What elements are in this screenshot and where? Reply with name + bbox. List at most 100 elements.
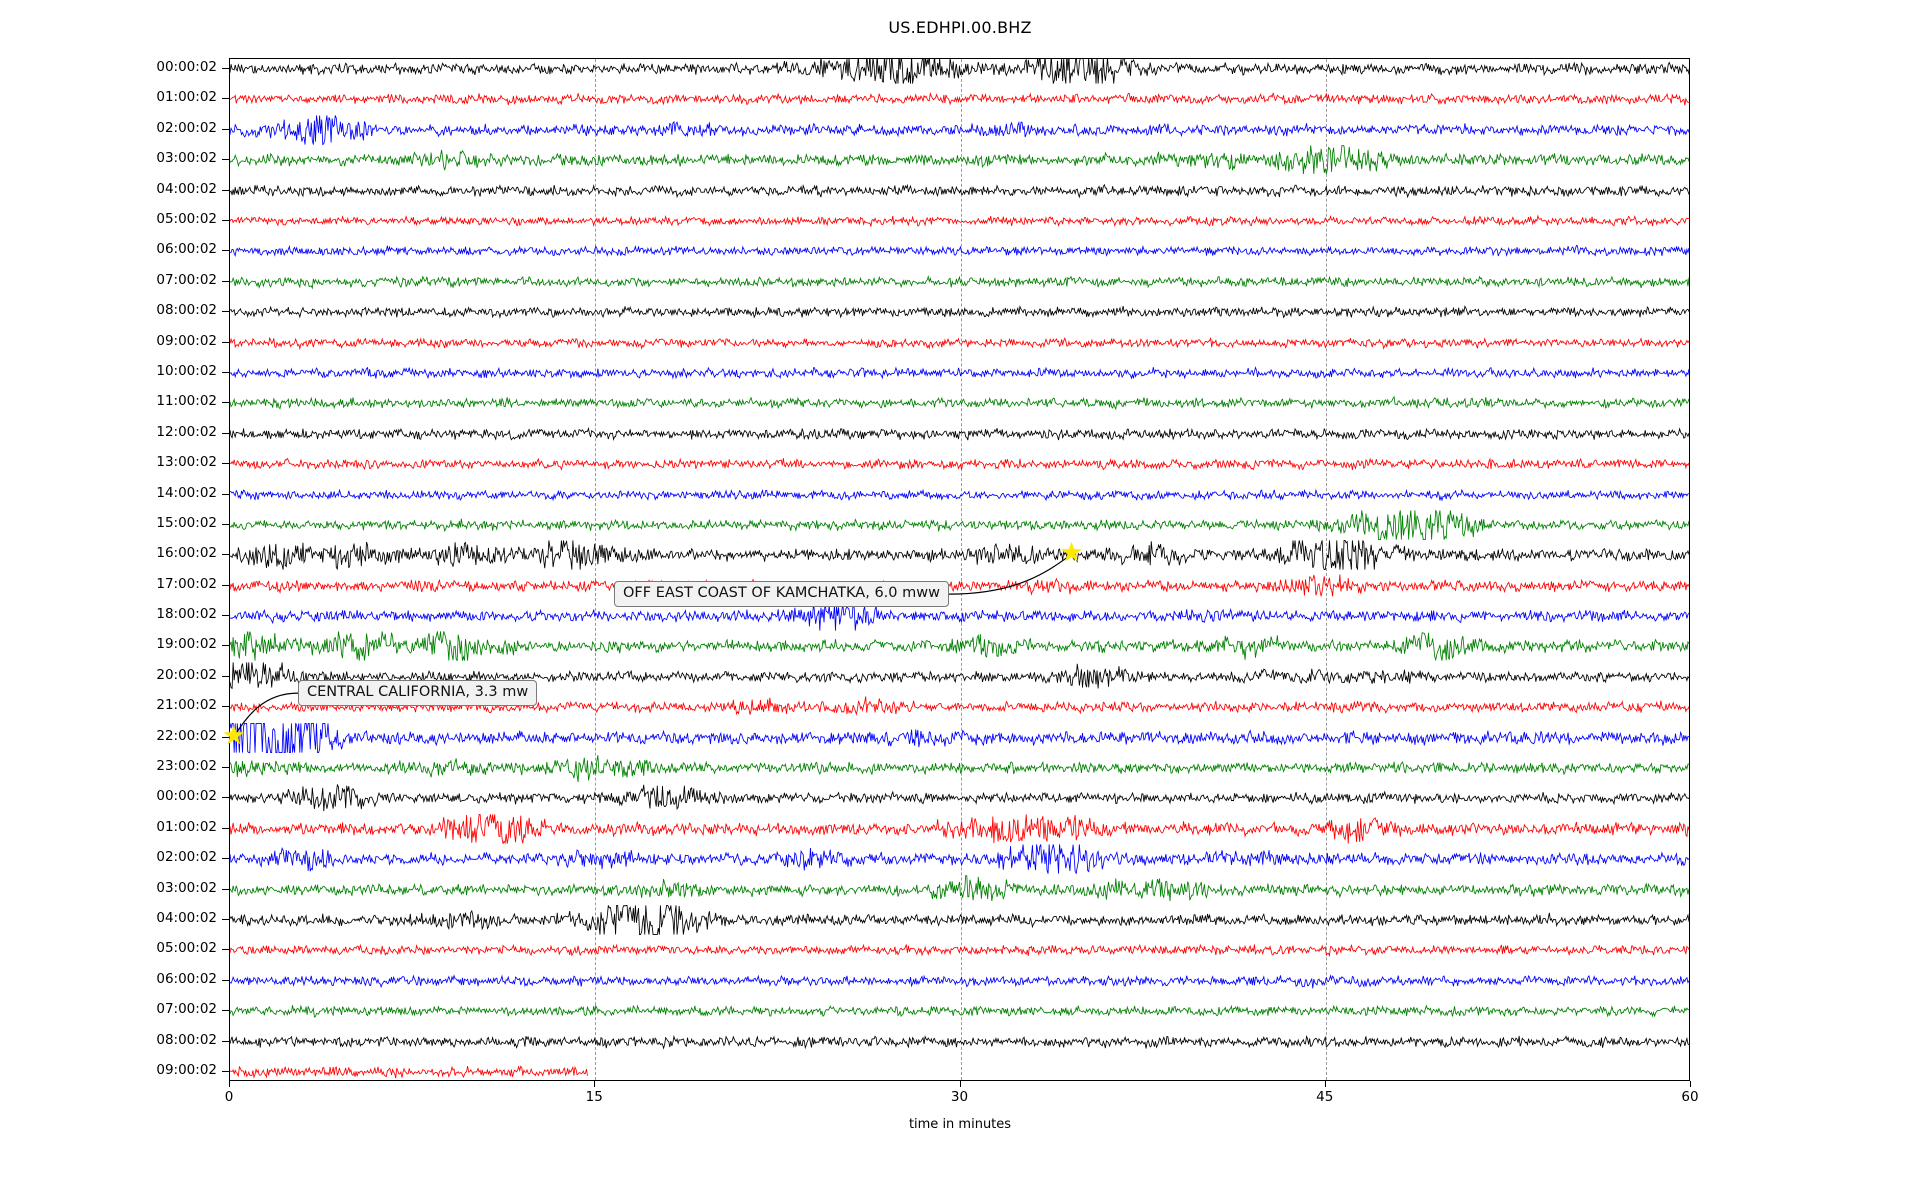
trace-row <box>230 905 1689 935</box>
y-axis-tick-label: 06:00:02 <box>156 970 217 987</box>
event-star-icon: ★ <box>1059 538 1084 569</box>
x-axis-tick-mark <box>1690 1081 1691 1087</box>
trace-row <box>230 388 1689 418</box>
trace-row <box>230 875 1689 905</box>
y-axis-tick-mark <box>222 371 229 373</box>
y-axis-tick-label: 15:00:02 <box>156 514 217 531</box>
seismic-trace <box>230 875 1689 901</box>
y-axis-tick-mark <box>222 493 229 495</box>
y-axis-tick-label: 13:00:02 <box>156 454 217 471</box>
y-axis-tick-label: 08:00:02 <box>156 302 217 319</box>
y-axis-tick-label: 06:00:02 <box>156 241 217 258</box>
trace-row <box>230 176 1689 206</box>
x-axis-tick-label: 0 <box>224 1089 234 1105</box>
y-axis-tick-mark <box>222 919 229 921</box>
seismic-trace <box>230 367 1689 378</box>
y-axis-tick-mark <box>222 128 229 130</box>
gridline-15 <box>595 59 597 1080</box>
y-axis-tick-label: 14:00:02 <box>156 484 217 501</box>
seismic-trace <box>230 845 1689 874</box>
y-axis-tick-mark <box>222 797 229 799</box>
trace-row <box>230 358 1689 388</box>
event-annotation-label[interactable]: CENTRAL CALIFORNIA, 3.3 mw <box>298 680 538 707</box>
y-axis-tick-label: 20:00:02 <box>156 666 217 683</box>
trace-row <box>230 753 1689 783</box>
y-axis-tick-label: 07:00:02 <box>156 271 217 288</box>
y-axis-tick-label: 23:00:02 <box>156 758 217 775</box>
seismic-trace <box>230 489 1689 500</box>
y-axis-tick-mark <box>222 584 229 586</box>
y-axis-tick-label: 01:00:02 <box>156 89 217 106</box>
y-axis-tick-label: 05:00:02 <box>156 210 217 227</box>
y-axis-tick-mark <box>222 767 229 769</box>
seismic-trace <box>230 574 1689 596</box>
y-axis-tick-mark <box>222 827 229 829</box>
y-axis-tick-mark <box>222 1071 229 1072</box>
y-axis-tick-mark <box>222 736 229 738</box>
gridline-45 <box>1325 59 1327 1080</box>
seismic-trace <box>230 632 1689 661</box>
seismic-trace <box>230 541 1689 570</box>
seismic-trace <box>230 814 1689 843</box>
seismic-trace <box>230 216 1689 227</box>
seismic-trace <box>230 905 1689 934</box>
seismic-trace <box>230 58 1689 84</box>
y-axis-tick-mark <box>222 675 229 677</box>
y-axis-tick-mark <box>222 98 229 100</box>
trace-row <box>230 145 1689 175</box>
trace-row <box>230 449 1689 479</box>
x-axis-tick-mark <box>594 1081 596 1087</box>
y-axis-tick-mark <box>222 979 229 981</box>
y-axis-tick-label: 12:00:02 <box>156 423 217 440</box>
y-axis-tick-mark <box>222 68 229 69</box>
trace-row <box>230 206 1689 236</box>
seismic-trace <box>230 93 1689 105</box>
y-axis-tick-mark <box>222 280 229 282</box>
y-axis-tick-mark <box>222 645 229 647</box>
trace-row <box>230 844 1689 874</box>
trace-row <box>230 115 1689 145</box>
seismic-trace <box>230 785 1689 811</box>
trace-row <box>230 723 1689 753</box>
y-axis-tick-mark <box>222 463 229 465</box>
y-axis-tick-label: 19:00:02 <box>156 636 217 653</box>
y-axis-tick-mark <box>222 1010 229 1012</box>
seismic-trace <box>230 755 1689 782</box>
x-axis-tick-label: 15 <box>585 1089 603 1105</box>
seismic-trace <box>230 246 1689 257</box>
seismic-trace <box>230 146 1689 175</box>
trace-row <box>230 601 1689 631</box>
seismic-trace <box>230 337 1689 348</box>
y-axis-tick-label: 11:00:02 <box>156 393 217 410</box>
trace-row <box>230 267 1689 297</box>
y-axis-tick-label: 22:00:02 <box>156 727 217 744</box>
x-axis-tick-label: 60 <box>1681 1089 1699 1105</box>
y-axis-tick-label: 03:00:02 <box>156 150 217 167</box>
trace-row <box>230 966 1689 996</box>
y-axis-tick-mark <box>222 888 229 890</box>
y-axis-tick-mark <box>222 311 229 313</box>
y-axis-tick-label: 07:00:02 <box>156 1001 217 1018</box>
trace-row <box>230 1027 1689 1057</box>
y-axis-tick-label: 21:00:02 <box>156 697 217 714</box>
seismic-trace <box>230 510 1689 539</box>
event-star-icon: ★ <box>222 720 246 751</box>
trace-row <box>230 419 1689 449</box>
seismic-trace <box>230 458 1689 470</box>
y-axis-tick-label: 00:00:02 <box>156 59 217 75</box>
y-axis-tick-mark <box>222 189 229 191</box>
seismic-trace <box>230 276 1689 288</box>
trace-row <box>230 935 1689 965</box>
y-axis-tick-mark <box>222 159 229 161</box>
event-annotation-label[interactable]: OFF EAST COAST OF KAMCHATKA, 6.0 mww <box>614 581 949 608</box>
seismic-trace <box>230 306 1689 317</box>
x-axis-tick-mark <box>1324 1081 1326 1087</box>
y-axis-tick-label: 17:00:02 <box>156 575 217 592</box>
y-axis-tick-label: 00:00:02 <box>156 788 217 805</box>
y-axis-tick-mark <box>222 949 229 951</box>
seismic-trace <box>230 662 1689 688</box>
seismic-trace <box>230 1036 1689 1049</box>
seismic-trace <box>230 1005 1689 1017</box>
y-axis-tick-label: 08:00:02 <box>156 1031 217 1048</box>
